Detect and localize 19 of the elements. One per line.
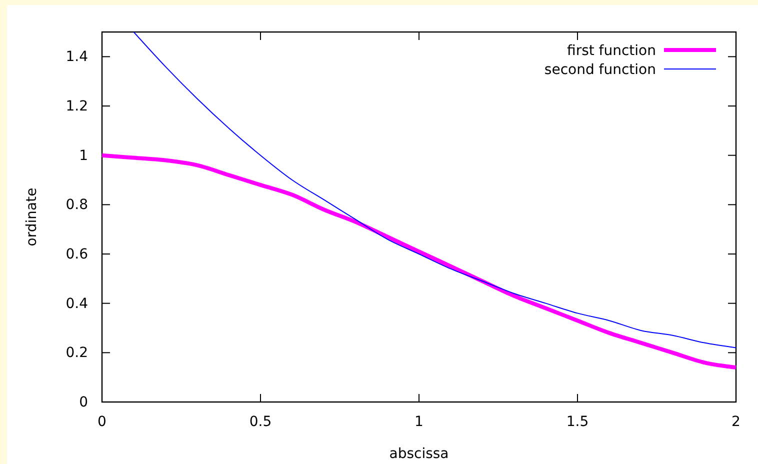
legend-label: second function xyxy=(544,62,656,78)
y-axis-title: ordinate xyxy=(24,188,40,246)
x-tick-label: 1.5 xyxy=(566,414,589,430)
y-tick-label: 0 xyxy=(79,394,88,410)
x-tick-label: 2 xyxy=(732,414,740,430)
line-series xyxy=(100,153,738,370)
x-tick-label: 0.5 xyxy=(249,414,272,430)
x-tick-label: 0 xyxy=(98,414,106,430)
y-tick-label: 0.2 xyxy=(66,345,88,362)
y-tick-label: 0.6 xyxy=(66,246,88,262)
y-tick-label: 0.4 xyxy=(66,296,88,312)
line-series xyxy=(133,32,736,348)
x-tick-label: 1 xyxy=(414,414,424,430)
y-tick-label: 1.2 xyxy=(66,98,88,114)
y-tick-label: 1.4 xyxy=(66,49,88,66)
legend-label: first function xyxy=(567,43,656,59)
y-tick-label: 1 xyxy=(79,148,88,164)
y-tick-label: 0.8 xyxy=(66,197,88,214)
x-axis-title: abscissa xyxy=(389,446,449,462)
